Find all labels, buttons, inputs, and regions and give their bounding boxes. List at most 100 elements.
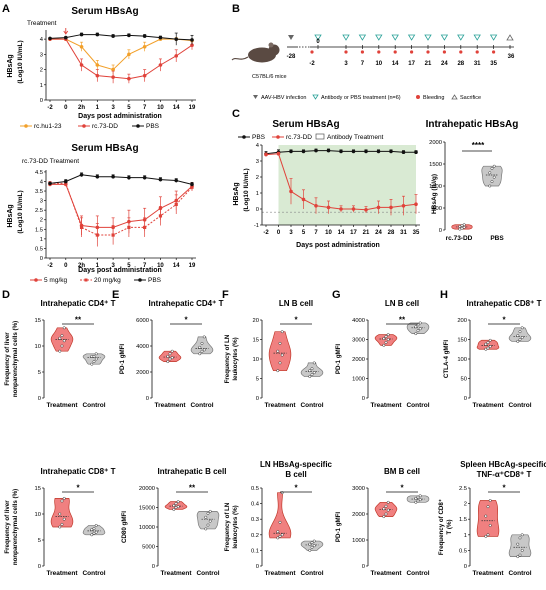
sacrifice-icon xyxy=(506,34,514,41)
y-tick-label: 4.5 xyxy=(35,170,43,176)
y-tick-label: 5 xyxy=(256,377,259,383)
data-point xyxy=(486,346,490,350)
violin-ylabel-2: leukocytes (%) xyxy=(232,505,239,548)
mouse-icon xyxy=(231,42,280,63)
legend-label-rc-hu1-23: rc.hu1-23 xyxy=(34,123,62,130)
data-point xyxy=(289,189,293,194)
bleeding-drop-icon xyxy=(360,50,364,54)
data-point xyxy=(384,504,388,508)
data-point xyxy=(92,527,96,531)
panel-a-title-1: Serum HBsAg xyxy=(71,6,138,17)
chart-a1-serum-hbsag: 0 1 2 3 4 -2 0 2h 1 3 5 7 10 14 19 xyxy=(40,28,196,111)
x-tick-label: -2 xyxy=(263,230,269,236)
y-tick-label: 3 xyxy=(40,199,43,205)
data-point xyxy=(204,515,208,519)
y-tick-label: 0 xyxy=(40,256,43,262)
data-point xyxy=(90,533,94,537)
data-point xyxy=(326,148,331,153)
y-tick-label: 4 xyxy=(256,143,260,149)
data-point xyxy=(158,177,163,182)
violin-title: Intrahepatic CD8⁺ T xyxy=(467,299,542,308)
violin-control xyxy=(190,336,214,355)
y-tick-label: 3.5 xyxy=(35,189,43,195)
data-point xyxy=(416,329,420,333)
data-point xyxy=(204,527,208,531)
series-line-pbs xyxy=(49,34,193,41)
data-point xyxy=(276,369,280,373)
data-point xyxy=(280,533,284,537)
timeline-label-day: 3 xyxy=(344,61,348,67)
data-point xyxy=(488,184,492,188)
y-tick-label: 5000 xyxy=(142,545,155,551)
x-tick-label: 19 xyxy=(189,105,196,111)
violin-control xyxy=(508,534,532,557)
y-tick-label: 3000 xyxy=(352,338,365,344)
x-tick-label: 19 xyxy=(189,263,196,269)
timeline-label-day: 10 xyxy=(375,61,382,67)
data-point xyxy=(484,347,488,351)
legend-c-dd-marker xyxy=(276,135,280,139)
y-tick-label: 1 xyxy=(40,237,43,243)
y-tick-label: 0.5 xyxy=(35,246,43,252)
data-point xyxy=(158,214,163,218)
legend-b: AAV-HBV infection Antibody or PBS treatm… xyxy=(253,94,481,101)
panel-letter-f: F xyxy=(222,289,229,301)
data-point xyxy=(389,205,393,210)
y-tick-label: 2 xyxy=(256,175,259,181)
data-point xyxy=(174,178,179,183)
data-point xyxy=(486,533,490,537)
data-point xyxy=(418,321,422,325)
data-point xyxy=(60,499,64,503)
y-tick-label: 0 xyxy=(464,396,467,402)
data-point xyxy=(308,542,312,546)
data-point xyxy=(484,534,488,538)
data-point xyxy=(401,150,406,154)
data-point xyxy=(158,63,163,67)
data-point xyxy=(384,335,388,339)
timeline-b: -28 0 36 -2 3 7 10 14 17 21 24 28 31 35 xyxy=(287,34,515,67)
data-point xyxy=(58,336,62,340)
data-point xyxy=(79,172,84,177)
data-point xyxy=(486,341,490,345)
data-point xyxy=(60,334,64,338)
data-point xyxy=(314,148,318,153)
y-tick-label: 0.5 xyxy=(251,486,259,492)
data-point xyxy=(462,225,466,229)
x-tick-label: 10 xyxy=(157,105,164,111)
data-point xyxy=(389,149,393,154)
legend-a1: rc.hu1-23 rc.73-DD PBS xyxy=(20,123,160,130)
data-point xyxy=(386,333,390,337)
legend-label-rc-73-dd: rc.73-DD xyxy=(92,123,118,130)
data-point xyxy=(58,512,62,516)
x-tick-label: 0 xyxy=(64,263,68,269)
legend-c-dd: rc.73-DD xyxy=(286,134,312,141)
panel-c2-ylabel: HBsAg (IU/g) xyxy=(431,174,438,214)
legend-marker-pbs-2 xyxy=(138,278,142,282)
data-point xyxy=(206,523,210,527)
data-point xyxy=(418,498,422,502)
data-point xyxy=(143,225,147,229)
data-point xyxy=(301,197,306,202)
bleeding-drop-icon xyxy=(310,50,314,54)
violin-chart-f2: 0 0.1 0.2 0.3 0.4 0.5 Treatment Control LN HBsAg… xyxy=(224,460,333,577)
panel-letter-c: C xyxy=(232,108,240,120)
timeline-label-day: 7 xyxy=(361,61,365,67)
treatment-triangle-icon xyxy=(473,34,481,41)
violin-treatment xyxy=(476,339,500,350)
data-point xyxy=(418,327,422,331)
data-point xyxy=(92,354,96,358)
data-point xyxy=(314,204,318,208)
legend-marker-pbs xyxy=(136,124,140,128)
data-point xyxy=(312,371,316,375)
data-point xyxy=(198,352,202,356)
data-point xyxy=(158,35,163,40)
y-tick-label: 0 xyxy=(362,396,365,402)
data-point xyxy=(520,336,524,339)
x-tick-label: 3 xyxy=(111,263,115,269)
legend-marker-rc-73-dd xyxy=(82,124,86,128)
violin-ylabel-1: Frequency of liver xyxy=(4,500,11,554)
panel-letter-b: B xyxy=(232,3,240,15)
x-tick-label: 7 xyxy=(143,105,147,111)
data-point xyxy=(48,181,52,186)
y-tick-label: 10 xyxy=(35,512,41,518)
